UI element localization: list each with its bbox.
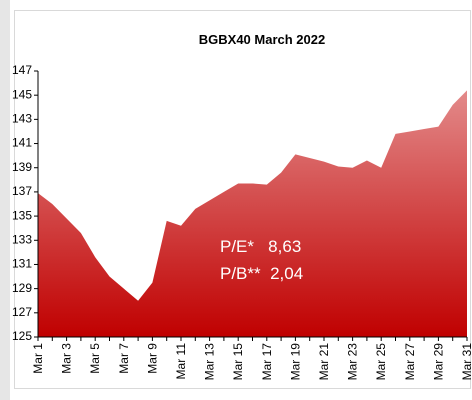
x-tick-label: Mar 7 xyxy=(117,343,131,374)
y-tick-label: 133 xyxy=(12,232,32,246)
x-tick-label: Mar 9 xyxy=(145,343,159,374)
chart-title: BGBX40 March 2022 xyxy=(199,32,325,47)
y-tick-label: 131 xyxy=(12,257,32,271)
x-tick-label: Mar 5 xyxy=(88,343,102,374)
y-tick-label: 147 xyxy=(12,63,32,77)
y-tick-label: 135 xyxy=(12,208,32,222)
x-tick-label: Mar 19 xyxy=(288,343,302,381)
x-tick-label: Mar 3 xyxy=(60,343,74,374)
y-tick-label: 127 xyxy=(12,305,32,319)
x-tick-label: Mar 27 xyxy=(403,343,417,381)
annotation: P/B** 2,04 xyxy=(220,264,303,283)
x-tick-label: Mar 13 xyxy=(203,343,217,381)
x-tick-label: Mar 15 xyxy=(231,343,245,381)
x-tick-label: Mar 23 xyxy=(346,343,360,381)
y-tick-label: 145 xyxy=(12,87,32,101)
y-tick-label: 139 xyxy=(12,160,32,174)
annotation: P/E* 8,63 xyxy=(220,237,301,256)
x-tick-label: Mar 21 xyxy=(317,343,331,381)
side-bar xyxy=(0,0,10,400)
y-tick-label: 143 xyxy=(12,112,32,126)
y-tick-label: 141 xyxy=(12,136,32,150)
y-tick-label: 125 xyxy=(12,329,32,343)
y-tick-label: 137 xyxy=(12,184,32,198)
area xyxy=(38,90,467,337)
y-tick-label: 129 xyxy=(12,281,32,295)
x-tick-label: Mar 17 xyxy=(260,343,274,381)
x-tick-label: Mar 25 xyxy=(374,343,388,381)
x-tick-label: Mar 29 xyxy=(431,343,445,381)
x-tick-label: Mar 31 xyxy=(460,343,472,381)
x-tick-label: Mar 1 xyxy=(31,343,45,374)
x-tick-label: Mar 11 xyxy=(174,343,188,380)
